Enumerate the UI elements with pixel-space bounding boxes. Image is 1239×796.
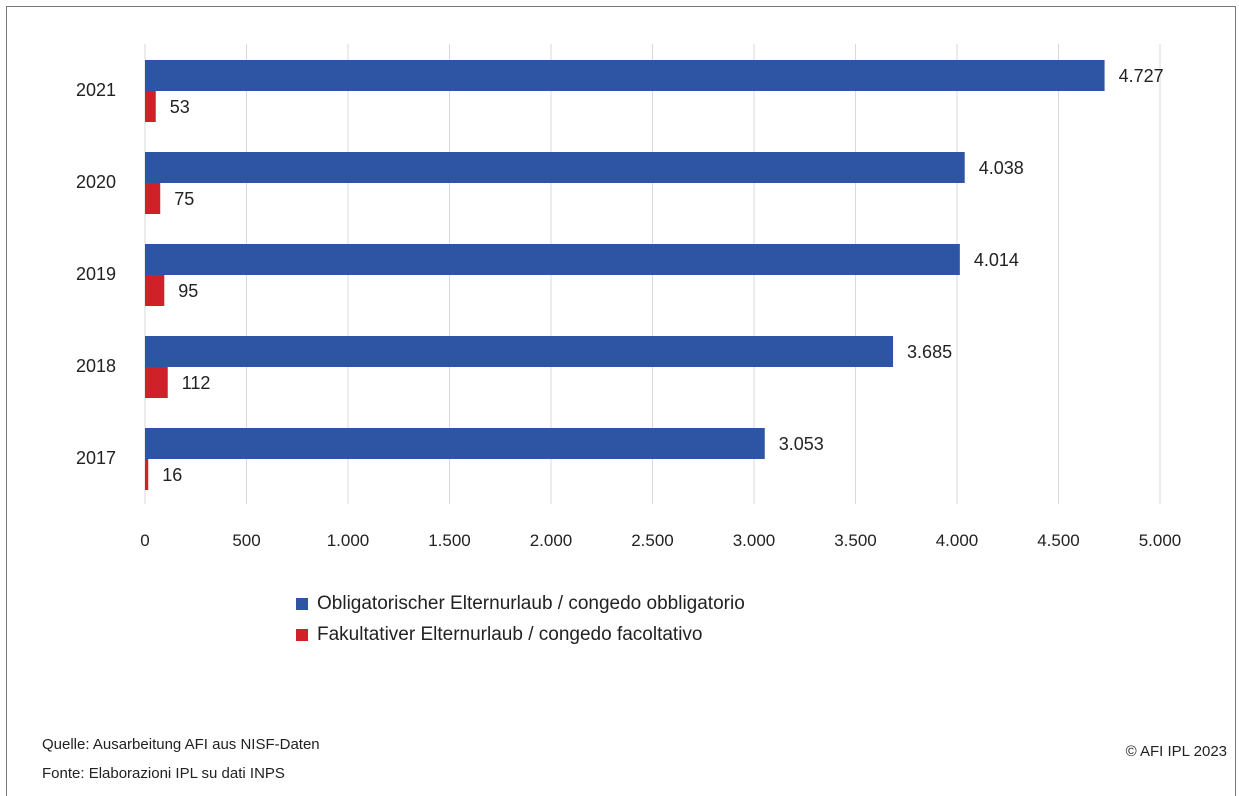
source-it: Fonte: Elaborazioni IPL su dati INPS — [42, 765, 285, 782]
legend-item-obligatory: Obligatorischer Elternurlaub / congedo o… — [296, 588, 745, 619]
bar-optional — [145, 459, 149, 490]
x-tick-label: 5.000 — [1139, 531, 1182, 550]
data-label-obligatory: 4.038 — [979, 158, 1024, 178]
x-tick-label: 3.000 — [733, 531, 776, 550]
category-label: 2017 — [76, 448, 116, 468]
category-label: 2020 — [76, 172, 116, 192]
x-tick-label: 0 — [140, 531, 149, 550]
legend-label-optional: Fakultativer Elternurlaub / congedo faco… — [317, 624, 703, 645]
category-label: 2021 — [76, 80, 116, 100]
bar-optional — [145, 91, 156, 122]
copyright: © AFI IPL 2023 — [1125, 743, 1227, 760]
data-label-optional: 53 — [170, 97, 190, 117]
x-tick-label: 3.500 — [834, 531, 877, 550]
legend-label-obligatory: Obligatorischer Elternurlaub / congedo o… — [317, 593, 745, 614]
data-label-optional: 95 — [178, 281, 198, 301]
bar-chart: 0 500 1.000 1.500 2.000 2.500 3.000 3.500 4.000 4… — [76, 44, 1182, 550]
data-label-obligatory: 4.727 — [1119, 66, 1164, 86]
legend: Obligatorischer Elternurlaub / congedo o… — [296, 588, 745, 650]
bar-optional — [145, 275, 165, 306]
data-label-obligatory: 3.053 — [779, 434, 824, 454]
x-tick-label: 4.500 — [1037, 531, 1080, 550]
legend-item-optional: Fakultativer Elternurlaub / congedo faco… — [296, 619, 745, 650]
source-de: Quelle: Ausarbeitung AFI aus NISF-Daten — [42, 736, 320, 753]
bar-obligatory — [145, 60, 1105, 91]
category-label: 2018 — [76, 356, 116, 376]
x-tick-label: 500 — [232, 531, 260, 550]
bar-obligatory — [145, 244, 960, 275]
category-label: 2019 — [76, 264, 116, 284]
data-label-optional: 16 — [162, 465, 182, 485]
data-label-optional: 75 — [174, 189, 194, 209]
legend-swatch-optional — [296, 628, 308, 641]
bar-optional — [145, 183, 161, 214]
bar-obligatory — [145, 428, 765, 459]
bar-obligatory — [145, 336, 894, 367]
legend-swatch-obligatory — [296, 597, 308, 610]
bar-optional — [145, 367, 168, 398]
x-tick-label: 4.000 — [936, 531, 979, 550]
data-label-optional: 112 — [182, 373, 211, 393]
data-label-obligatory: 4.014 — [974, 250, 1019, 270]
source-note: Quelle: Ausarbeitung AFI aus NISF-Daten … — [42, 730, 320, 788]
x-tick-label: 2.500 — [631, 531, 674, 550]
x-tick-label: 1.000 — [327, 531, 370, 550]
x-tick-label: 1.500 — [428, 531, 471, 550]
chart-frame — [6, 6, 1236, 796]
data-label-obligatory: 3.685 — [907, 342, 952, 362]
bar-obligatory — [145, 152, 965, 183]
x-tick-label: 2.000 — [530, 531, 573, 550]
